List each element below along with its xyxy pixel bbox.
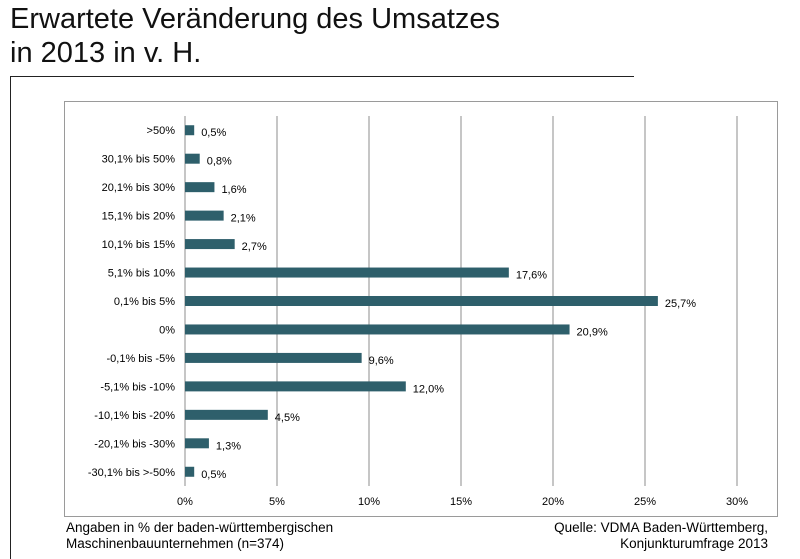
footer-note-line-1: Angaben in % der baden-württembergischen — [66, 520, 334, 535]
x-tick-label-6: 30% — [726, 496, 748, 508]
category-label-1: 30,1% bis 50% — [102, 154, 176, 166]
value-label-11: 1,3% — [216, 440, 241, 452]
x-tick-label-0: 0% — [177, 496, 193, 508]
bar-10 — [185, 409, 268, 420]
x-tick-label-1: 5% — [269, 496, 285, 508]
value-label-7: 20,9% — [577, 326, 608, 338]
bar-8 — [185, 352, 362, 363]
bar-1 — [185, 153, 200, 164]
value-label-10: 4,5% — [275, 412, 300, 424]
category-label-2: 20,1% bis 30% — [102, 182, 176, 194]
category-label-12: -30,1% bis >-50% — [88, 467, 175, 479]
bar-chart: 0% 5% 10% 15% 20% 25% 30% >50% 0,5% 30,1% bis 50%… — [88, 116, 748, 508]
category-label-8: -0,1% bis -5% — [107, 353, 176, 365]
source-note-line-2: Konjunkturumfrage 2013 — [620, 536, 768, 551]
category-label-4: 10,1% bis 15% — [102, 239, 176, 251]
category-label-3: 15,1% bis 20% — [102, 211, 176, 223]
footer-note-line-2: Maschinenbauunternehmen (n=374) — [66, 536, 285, 551]
category-label-7: 0% — [159, 324, 175, 336]
value-label-5: 17,6% — [516, 270, 547, 282]
bar-7 — [185, 324, 570, 335]
value-label-6: 25,7% — [665, 298, 696, 310]
category-label-11: -20,1% bis -30% — [94, 438, 175, 450]
category-label-5: 5,1% bis 10% — [108, 268, 175, 280]
value-label-1: 0,8% — [207, 156, 232, 168]
value-label-8: 9,6% — [369, 355, 394, 367]
bar-11 — [185, 438, 209, 449]
x-tick-label-3: 15% — [450, 496, 472, 508]
value-label-2: 1,6% — [221, 184, 246, 196]
bar-2 — [185, 182, 215, 193]
title-line-2: in 2013 in v. H. — [10, 37, 202, 69]
category-label-6: 0,1% bis 5% — [114, 296, 175, 308]
category-label-9: -5,1% bis -10% — [100, 381, 175, 393]
value-label-9: 12,0% — [413, 383, 444, 395]
value-label-3: 2,1% — [231, 213, 256, 225]
value-label-0: 0,5% — [201, 127, 226, 139]
bar-5 — [185, 267, 509, 278]
top-rule — [10, 76, 634, 77]
left-rule — [10, 76, 11, 559]
source-note-line-1: Quelle: VDMA Baden-Württemberg, — [554, 520, 768, 535]
category-label-10: -10,1% bis -20% — [94, 410, 175, 422]
bar-3 — [185, 210, 224, 221]
source-note: Quelle: VDMA Baden-Württemberg, Konjunkt… — [554, 520, 768, 552]
value-label-4: 2,7% — [242, 241, 267, 253]
bar-4 — [185, 239, 235, 250]
title-line-1: Erwartete Veränderung des Umsatzes — [10, 3, 501, 35]
category-label-0: >50% — [147, 125, 176, 137]
x-tick-label-2: 10% — [358, 496, 380, 508]
chart-title: Erwartete Veränderung des Umsatzes in 20… — [10, 2, 650, 70]
bar-0 — [185, 125, 195, 136]
bar-9 — [185, 381, 406, 392]
x-tick-label-4: 20% — [542, 496, 564, 508]
value-label-12: 0,5% — [201, 469, 226, 481]
bar-6 — [185, 296, 658, 306]
chart-frame: 0% 5% 10% 15% 20% 25% 30% >50% 0,5% 30,1% bis 50%… — [64, 101, 778, 517]
bar-12 — [185, 466, 195, 477]
footer-note: Angaben in % der baden-württembergischen… — [66, 520, 333, 552]
x-tick-label-5: 25% — [634, 496, 656, 508]
